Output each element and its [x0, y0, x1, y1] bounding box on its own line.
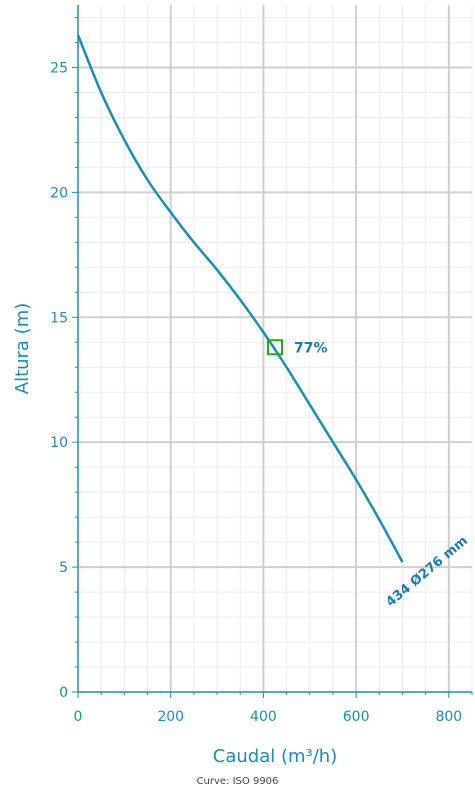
y-tick-label: 15	[50, 310, 68, 326]
efficiency-label: 77%	[294, 340, 328, 356]
series-label: 434 Ø276 mm	[383, 533, 470, 610]
axes: 0 5 10 15 20 25 0 200 400 600 800	[50, 5, 473, 725]
efficiency-marker	[267, 339, 283, 356]
y-tick-label: 10	[50, 435, 68, 451]
x-axis-title: Caudal (m³/h)	[213, 746, 337, 767]
y-tick-label: 5	[59, 560, 68, 576]
x-tick-label: 400	[250, 709, 277, 725]
x-tick-label: 800	[435, 709, 462, 725]
y-tick-label: 25	[50, 60, 68, 76]
y-axis-title: Altura (m)	[12, 303, 33, 395]
footnote: Curve: ISO 9906	[196, 776, 279, 787]
y-tick-label: 0	[59, 685, 68, 701]
annotations: 77%	[267, 339, 328, 356]
x-tick-label: 600	[343, 709, 370, 725]
series-line	[76, 34, 404, 563]
x-tick-label: 0	[74, 709, 83, 725]
grid	[78, 5, 473, 692]
y-tick-label: 20	[50, 185, 68, 201]
series-group: 434 Ø276 mm	[76, 34, 471, 610]
x-tick-label: 200	[157, 709, 184, 725]
